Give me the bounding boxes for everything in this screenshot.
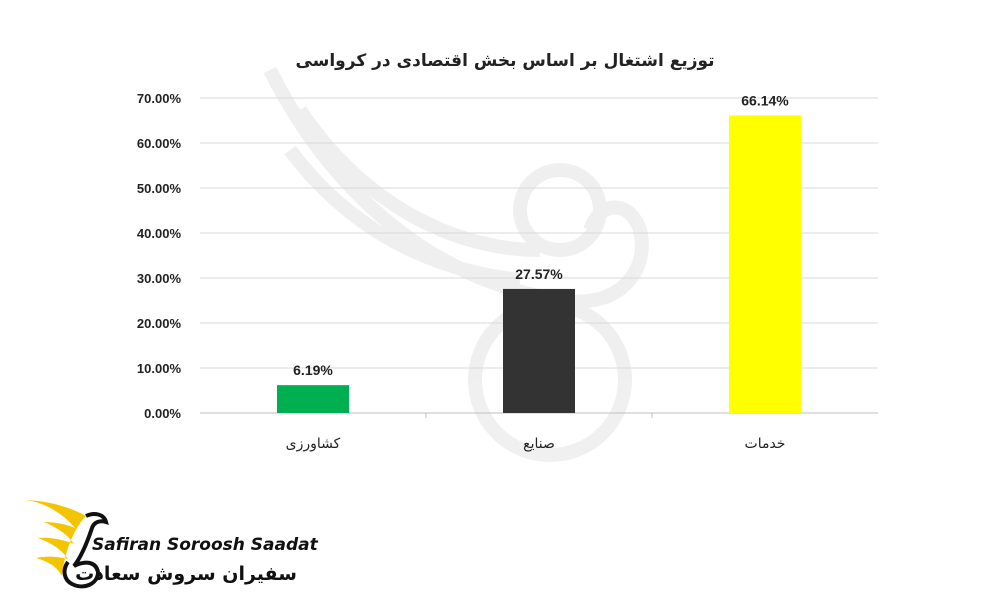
x-axis-labels: کشاورزی صنایع خدمات bbox=[286, 413, 786, 452]
y-tick-label: 70.00% bbox=[137, 91, 182, 106]
y-tick-label: 10.00% bbox=[137, 361, 182, 376]
data-label: 66.14% bbox=[741, 92, 789, 108]
data-labels: 6.19% 27.57% 66.14% bbox=[293, 92, 789, 378]
bar bbox=[277, 385, 349, 413]
wing-icon bbox=[22, 500, 109, 589]
y-tick-label: 40.00% bbox=[137, 226, 182, 241]
data-label: 6.19% bbox=[293, 362, 333, 378]
category-label: صنایع bbox=[523, 436, 555, 452]
y-tick-label: 50.00% bbox=[137, 181, 182, 196]
y-tick-label: 30.00% bbox=[137, 271, 182, 286]
brand-name-fa: سفیران سروش سعادت bbox=[75, 563, 297, 585]
category-label: خدمات bbox=[745, 436, 786, 452]
data-label: 27.57% bbox=[515, 266, 563, 282]
bar bbox=[503, 288, 575, 413]
brand-name-en: Safiran Soroosh Saadat bbox=[92, 535, 319, 555]
y-axis: 0.00% 10.00% 20.00% 30.00% 40.00% 50.00% 60.00… bbox=[137, 91, 182, 421]
bars bbox=[277, 115, 801, 414]
y-tick-label: 60.00% bbox=[137, 136, 182, 151]
category-label: کشاورزی bbox=[286, 436, 341, 452]
brand-logo: Safiran Soroosh Saadat سفیران سروش سعادت bbox=[22, 500, 319, 589]
y-tick-label: 20.00% bbox=[137, 316, 182, 331]
bar bbox=[729, 115, 801, 414]
y-tick-label: 0.00% bbox=[144, 406, 181, 421]
chart-title: توزیع اشتغال بر اساس بخش اقتصادی در کروا… bbox=[295, 51, 714, 71]
